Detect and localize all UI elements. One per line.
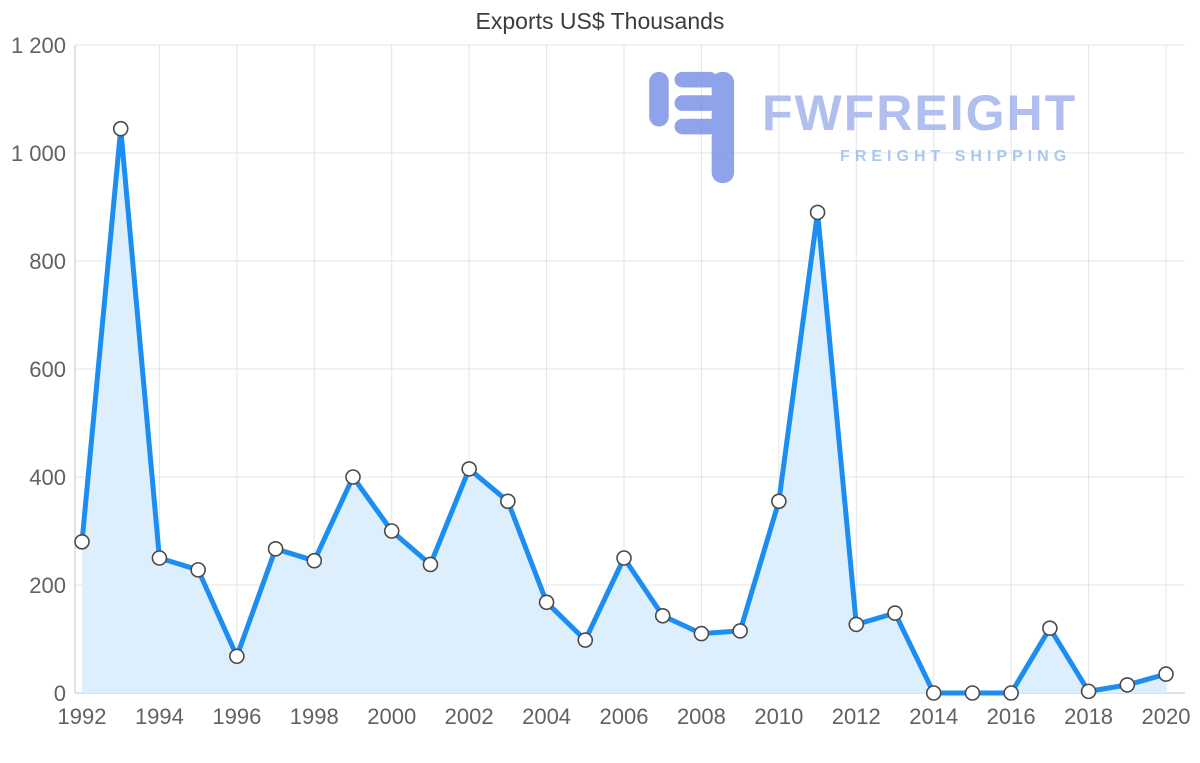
x-tick-label: 2008 [677, 704, 726, 729]
x-tick-label: 2014 [909, 704, 958, 729]
y-tick-label: 0 [54, 681, 66, 706]
data-point[interactable] [306, 552, 323, 569]
y-tick-label: 200 [29, 573, 66, 598]
x-tick-label: 2000 [367, 704, 416, 729]
data-point[interactable] [1003, 685, 1019, 701]
x-tick-label: 2018 [1064, 704, 1113, 729]
x-tick-label: 2010 [754, 704, 803, 729]
data-point[interactable] [151, 550, 168, 566]
data-point[interactable] [1119, 677, 1136, 693]
data-point[interactable] [461, 461, 477, 477]
x-tick-label: 1996 [212, 704, 261, 729]
data-point[interactable] [616, 550, 632, 566]
x-tick-label: 2012 [832, 704, 881, 729]
x-tick-label: 1994 [135, 704, 184, 729]
data-point[interactable] [229, 648, 245, 665]
data-point[interactable] [383, 523, 400, 539]
data-point[interactable] [732, 623, 748, 639]
y-tick-label: 800 [29, 249, 66, 274]
data-point[interactable] [190, 562, 206, 578]
data-point[interactable] [577, 632, 594, 648]
data-point[interactable] [848, 616, 865, 633]
data-point[interactable] [112, 120, 129, 137]
x-tick-label: 2020 [1142, 704, 1191, 729]
data-point[interactable] [964, 685, 981, 701]
data-point[interactable] [1080, 683, 1097, 700]
data-point[interactable] [267, 541, 284, 557]
data-point[interactable] [771, 493, 787, 510]
x-tick-label: 2016 [987, 704, 1036, 729]
data-point[interactable] [925, 685, 942, 701]
data-point[interactable] [1042, 620, 1058, 637]
x-tick-label: 1998 [290, 704, 339, 729]
y-tick-label: 1 200 [11, 33, 66, 58]
data-point[interactable] [538, 594, 555, 611]
data-point[interactable] [345, 469, 361, 485]
data-point[interactable] [693, 625, 710, 642]
y-tick-label: 1 000 [11, 141, 66, 166]
data-point[interactable] [809, 204, 826, 221]
x-tick-label: 2002 [445, 704, 494, 729]
x-tick-label: 2006 [600, 704, 649, 729]
x-tick-label: 2004 [522, 704, 571, 729]
data-point[interactable] [422, 556, 439, 573]
data-point[interactable] [887, 605, 903, 621]
data-point[interactable] [1158, 666, 1174, 682]
data-point[interactable] [74, 533, 90, 550]
y-tick-label: 400 [29, 465, 66, 490]
y-tick-label: 600 [29, 357, 66, 382]
data-point[interactable] [500, 493, 516, 510]
x-tick-label: 1992 [58, 704, 107, 729]
area-fill [82, 128, 1166, 693]
chart-title: Exports US$ Thousands [475, 8, 725, 34]
data-point[interactable] [654, 607, 671, 624]
